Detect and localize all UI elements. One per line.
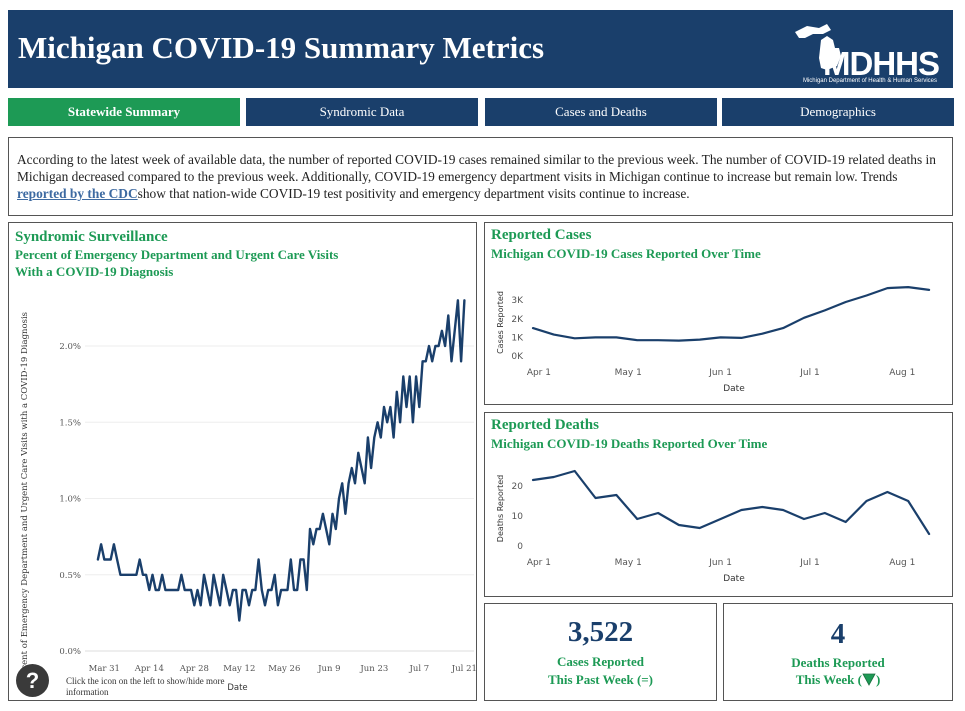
michigan-icon [795,24,841,70]
syndromic-panel: Syndromic Surveillance Percent of Emerge… [8,222,477,701]
deaths-x-tick-label: Aug 1 [889,558,915,568]
deaths-panel: Reported Deaths Michigan COVID-19 Deaths… [484,412,953,597]
deaths-x-tick-label: Jul 1 [799,558,819,568]
help-button[interactable]: ? [16,664,49,697]
kpi-cases-card: 3,522 Cases Reported This Past Week (=) [484,603,717,701]
syndromic-x-tick-label: May 26 [268,664,300,674]
deaths-y-tick-label: 10 [512,512,524,522]
syndromic-chart: 0.0% 0.5% 1.0% 1.5% 2.0% Mar 31 Apr 14 Apr 28 Ma… [20,299,477,693]
cases-x-axis-label: Date [723,384,745,394]
cases-subtitle: Michigan COVID-19 Cases Reported Over Ti… [491,246,761,261]
trend-down-icon [862,673,876,686]
kpi-deaths-label-2: This Week ( [795,672,862,687]
cases-chart: 0K 1K 2K 3K Apr 1 May 1 Jun 1 Jul 1 Aug 1 Date Cas… [496,285,931,394]
kpi-deaths-label-2-end: ) [875,672,881,687]
syndromic-x-tick-label: Jun 23 [359,664,388,674]
deaths-series-line [531,469,931,536]
syndromic-series-line [96,299,466,622]
kpi-cases-value: 3,522 [567,616,634,648]
syndromic-x-tick-label: May 12 [223,664,255,674]
syndromic-x-tick-label: Jul 21 [451,664,477,674]
help-text: Click the icon on the left to show/hide … [66,676,225,697]
summary-text: According to the latest week of availabl… [17,152,936,184]
syndromic-y-axis-label: Percent of Emergency Department and Urge… [20,312,30,684]
cdc-link[interactable]: reported by the CDC [17,185,138,201]
kpi-deaths-card: 4 Deaths Reported This Week () [723,603,953,701]
deaths-y-tick-label: 0 [517,542,523,552]
tab-cases-and-deaths[interactable]: Cases and Deaths [485,98,717,126]
deaths-y-axis-label: Deaths Reported [496,475,505,542]
question-icon: ? [25,667,40,693]
kpi-deaths-value: 4 [830,618,846,650]
cases-panel: Reported Cases Michigan COVID-19 Cases R… [484,222,953,405]
cases-y-axis-label: Cases Reported [496,291,505,354]
cases-y-tick-label: 1K [511,333,524,343]
tab-statewide-summary[interactable]: Statewide Summary [8,98,240,126]
cases-y-tick-label: 0K [511,352,524,362]
syndromic-y-tick-label: 0.5% [59,571,81,581]
cases-x-tick-label: Jul 1 [799,368,819,378]
syndromic-x-tick-label: Apr 28 [179,664,209,674]
tab-demographics[interactable]: Demographics [722,98,954,126]
syndromic-x-axis-label: Date [227,683,247,693]
kpi-deaths-label-1: Deaths Reported [791,655,885,670]
mdhhs-logo: MDHHS Michigan Department of Health & Hu… [773,18,945,84]
kpi-cases-label-1: Cases Reported [556,654,644,669]
deaths-chart: 0 10 20 Apr 1 May 1 Jun 1 Jul 1 Aug 1 Date Deaths… [496,469,931,584]
kpi-deaths-label-2-wrap: This Week () [724,671,952,689]
deaths-x-tick-label: Jun 1 [708,558,732,568]
logo-subtitle: Michigan Department of Health & Human Se… [802,78,937,84]
summary-text-end: show that nation-wide COVID-19 test posi… [137,185,690,201]
deaths-y-tick-label: 20 [512,482,524,492]
syndromic-subtitle-2: With a COVID-19 Diagnosis [15,264,174,279]
cases-y-tick-label: 2K [511,315,524,325]
header-banner: Michigan COVID-19 Summary Metrics MDHHS … [8,10,953,88]
syndromic-y-tick-label: 1.5% [59,418,81,428]
cases-x-tick-label: Jun 1 [708,368,732,378]
syndromic-y-tick-label: 0.0% [59,647,81,657]
cases-x-tick-label: Apr 1 [527,368,551,378]
syndromic-x-tick-label: Mar 31 [89,664,120,674]
page-title: Michigan COVID-19 Summary Metrics [18,30,545,65]
deaths-title: Reported Deaths [491,417,599,433]
syndromic-y-tick-label: 2.0% [59,342,81,352]
cases-title: Reported Cases [491,227,592,243]
deaths-x-tick-label: May 1 [615,558,642,568]
cases-x-tick-label: Aug 1 [889,368,915,378]
summary-text-box: According to the latest week of availabl… [8,137,953,216]
syndromic-x-tick-label: Jun 9 [317,664,340,674]
syndromic-x-tick-label: Apr 14 [134,664,164,674]
deaths-x-tick-label: Apr 1 [527,558,551,568]
syndromic-y-tick-label: 1.0% [59,495,81,505]
cases-y-tick-label: 3K [511,296,524,306]
syndromic-title: Syndromic Surveillance [15,229,168,245]
deaths-subtitle: Michigan COVID-19 Deaths Reported Over T… [491,436,768,451]
tab-syndromic-data[interactable]: Syndromic Data [246,98,478,126]
cases-x-tick-label: May 1 [615,368,642,378]
deaths-x-axis-label: Date [723,574,745,584]
logo-text: MDHHS [823,45,940,82]
syndromic-x-tick-label: Jul 7 [408,664,429,674]
cases-series-line [531,285,931,342]
syndromic-subtitle-1: Percent of Emergency Department and Urge… [15,247,339,262]
kpi-cases-label-2: This Past Week (=) [547,672,654,687]
